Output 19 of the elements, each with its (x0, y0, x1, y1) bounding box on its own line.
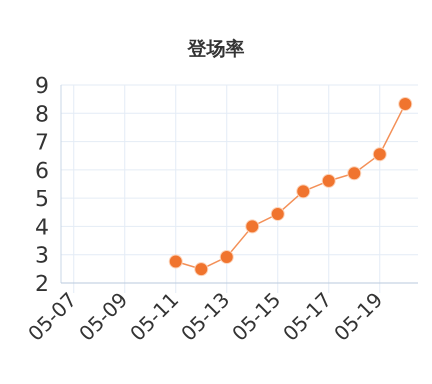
point (398, 96, 412, 111)
y-tick-label: 5 (35, 187, 49, 212)
y-tick-label: 6 (35, 158, 49, 184)
point (245, 219, 260, 234)
y-tick-label: 4 (35, 215, 49, 240)
y-tick-label: 9 (35, 74, 49, 99)
point (322, 174, 336, 188)
y-tick-label: 8 (35, 102, 49, 128)
point (270, 206, 285, 221)
chart-title: 登场率 (186, 38, 244, 60)
point (372, 147, 387, 162)
point (194, 262, 208, 276)
point (296, 184, 310, 198)
point (220, 250, 234, 264)
y-tick-label: 7 (35, 130, 49, 156)
point (347, 166, 362, 180)
y-tick-label: 2 (35, 272, 49, 297)
point (168, 254, 183, 269)
y-tick-label: 3 (35, 244, 49, 269)
